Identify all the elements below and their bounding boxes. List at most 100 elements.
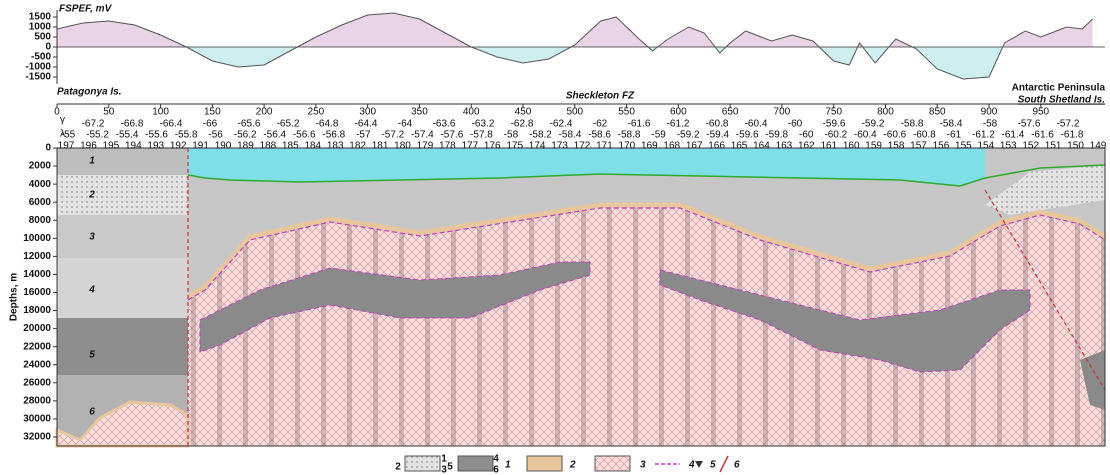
legend-marker-5 bbox=[695, 461, 703, 468]
legend-swatch-3 bbox=[595, 456, 630, 471]
figure: 150010005000-500-1000-1500FSPEF, mV05010… bbox=[0, 0, 1110, 475]
longitude-label: -60.6 bbox=[883, 130, 906, 141]
longitude-label: -57.8 bbox=[470, 130, 493, 141]
latitude-label: -61.2 bbox=[667, 119, 690, 130]
layer-label: 2 bbox=[88, 190, 95, 201]
x-tick-label: 350 bbox=[411, 107, 428, 118]
station-label: 155 bbox=[955, 141, 972, 152]
x-tick-label: 50 bbox=[103, 107, 115, 118]
latitude-label: -57.6 bbox=[1018, 119, 1041, 130]
latitude-label: -58.8 bbox=[901, 119, 924, 130]
layer-2 bbox=[57, 175, 188, 215]
longitude-label: -55.4 bbox=[116, 130, 139, 141]
x-tick-label: 850 bbox=[929, 107, 946, 118]
latitude-label: -62.4 bbox=[550, 119, 573, 130]
y-tick-label: 4000 bbox=[29, 179, 52, 190]
layer-1 bbox=[57, 148, 188, 175]
station-label: 156 bbox=[933, 141, 950, 152]
latitude-label: -62 bbox=[593, 119, 608, 130]
layer-label: 4 bbox=[88, 285, 95, 296]
page: 150010005000-500-1000-1500FSPEF, mV05010… bbox=[0, 0, 1110, 475]
station-label: 179 bbox=[417, 141, 434, 152]
layer-4 bbox=[57, 258, 188, 318]
latitude-label: -60.4 bbox=[745, 119, 768, 130]
longitude-label: -58.6 bbox=[588, 130, 611, 141]
longitude-label: -56 bbox=[208, 130, 223, 141]
chart-title: FSPEF, mV bbox=[59, 4, 113, 15]
latitude-label: -59.6 bbox=[823, 119, 846, 130]
longitude-label: -59.6 bbox=[736, 130, 759, 141]
latitude-label: -65.6 bbox=[238, 119, 261, 130]
station-label: 180 bbox=[394, 141, 411, 152]
legend-label: 6 bbox=[734, 460, 740, 471]
latitude-label: -66.4 bbox=[160, 119, 183, 130]
y-tick-label: 12000 bbox=[23, 251, 51, 262]
station-label: 158 bbox=[888, 141, 905, 152]
x-tick-label: 200 bbox=[256, 107, 273, 118]
y-tick-label: 32000 bbox=[23, 432, 51, 443]
y-tick-label: 20000 bbox=[23, 323, 51, 334]
longitude-label: -61.6 bbox=[1031, 130, 1054, 141]
longitude-label: -58.2 bbox=[529, 130, 552, 141]
layer-5 bbox=[57, 318, 188, 375]
x-tick-label: 400 bbox=[463, 107, 480, 118]
latitude-label: -64.8 bbox=[316, 119, 339, 130]
longitude-label: -56.8 bbox=[322, 130, 345, 141]
y-tick-label: 8000 bbox=[29, 215, 52, 226]
y-tick-label: 22000 bbox=[23, 341, 51, 352]
annotation-left: Patagonya Is. bbox=[57, 87, 121, 98]
station-label: 178 bbox=[439, 141, 456, 152]
station-label: 175 bbox=[506, 141, 523, 152]
station-label: 168 bbox=[663, 141, 680, 152]
legend-label: 5 bbox=[710, 460, 716, 471]
station-label: 154 bbox=[977, 141, 994, 152]
y-tick-label: 10000 bbox=[23, 233, 51, 244]
x-tick-label: 750 bbox=[825, 107, 842, 118]
longitude-label: -60 bbox=[799, 130, 814, 141]
longitude-label: -60.8 bbox=[913, 130, 936, 141]
longitude-label: -58 bbox=[504, 130, 519, 141]
layer-label: 6 bbox=[89, 407, 95, 418]
station-label: 197 bbox=[58, 141, 75, 152]
longitude-label: -59.8 bbox=[765, 130, 788, 141]
x-tick-label: 500 bbox=[566, 107, 583, 118]
station-label: 160 bbox=[843, 141, 860, 152]
station-label: 188 bbox=[260, 141, 277, 152]
station-label: 196 bbox=[80, 141, 97, 152]
longitude-label: -58.4 bbox=[559, 130, 582, 141]
latitude-label: -61.6 bbox=[628, 119, 651, 130]
y-axis-label: Depths, m bbox=[9, 273, 20, 321]
latitude-label: -59.2 bbox=[862, 119, 885, 130]
station-label: 165 bbox=[731, 141, 748, 152]
longitude-label: -60.2 bbox=[824, 130, 847, 141]
legend-label: 2 bbox=[569, 460, 576, 471]
layer-3 bbox=[57, 215, 188, 258]
y-tick-label: 2000 bbox=[29, 161, 52, 172]
x-tick-label: 800 bbox=[877, 107, 894, 118]
x-tick-label: 250 bbox=[308, 107, 325, 118]
annotation-right: Antarctic Peninsula bbox=[1012, 83, 1106, 94]
longitude-label: -56.4 bbox=[263, 130, 286, 141]
annotation-right-sub: South Shetland Is. bbox=[1018, 95, 1105, 106]
y-tick-label: 0 bbox=[45, 143, 51, 154]
y-tick-label: 6000 bbox=[29, 197, 52, 208]
layer-label: 5 bbox=[89, 350, 95, 361]
station-label: 191 bbox=[192, 141, 209, 152]
station-label: 176 bbox=[484, 141, 501, 152]
station-label: 161 bbox=[820, 141, 837, 152]
station-label: 184 bbox=[304, 141, 321, 152]
y-tick-label: 28000 bbox=[23, 395, 51, 406]
y-tick-label: 16000 bbox=[23, 287, 51, 298]
x-tick-label: 900 bbox=[981, 107, 998, 118]
longitude-label: -56.6 bbox=[293, 130, 316, 141]
station-label: 150 bbox=[1067, 141, 1084, 152]
station-label: 171 bbox=[596, 141, 613, 152]
station-label: 173 bbox=[551, 141, 568, 152]
station-label: 159 bbox=[865, 141, 882, 152]
longitude-label: -59 bbox=[651, 130, 666, 141]
station-label: 177 bbox=[461, 141, 478, 152]
latitude-label: -65.2 bbox=[277, 119, 300, 130]
station-label: 152 bbox=[1022, 141, 1039, 152]
latitude-label: -63.2 bbox=[472, 119, 495, 130]
legend-swatch-1a bbox=[405, 456, 440, 471]
